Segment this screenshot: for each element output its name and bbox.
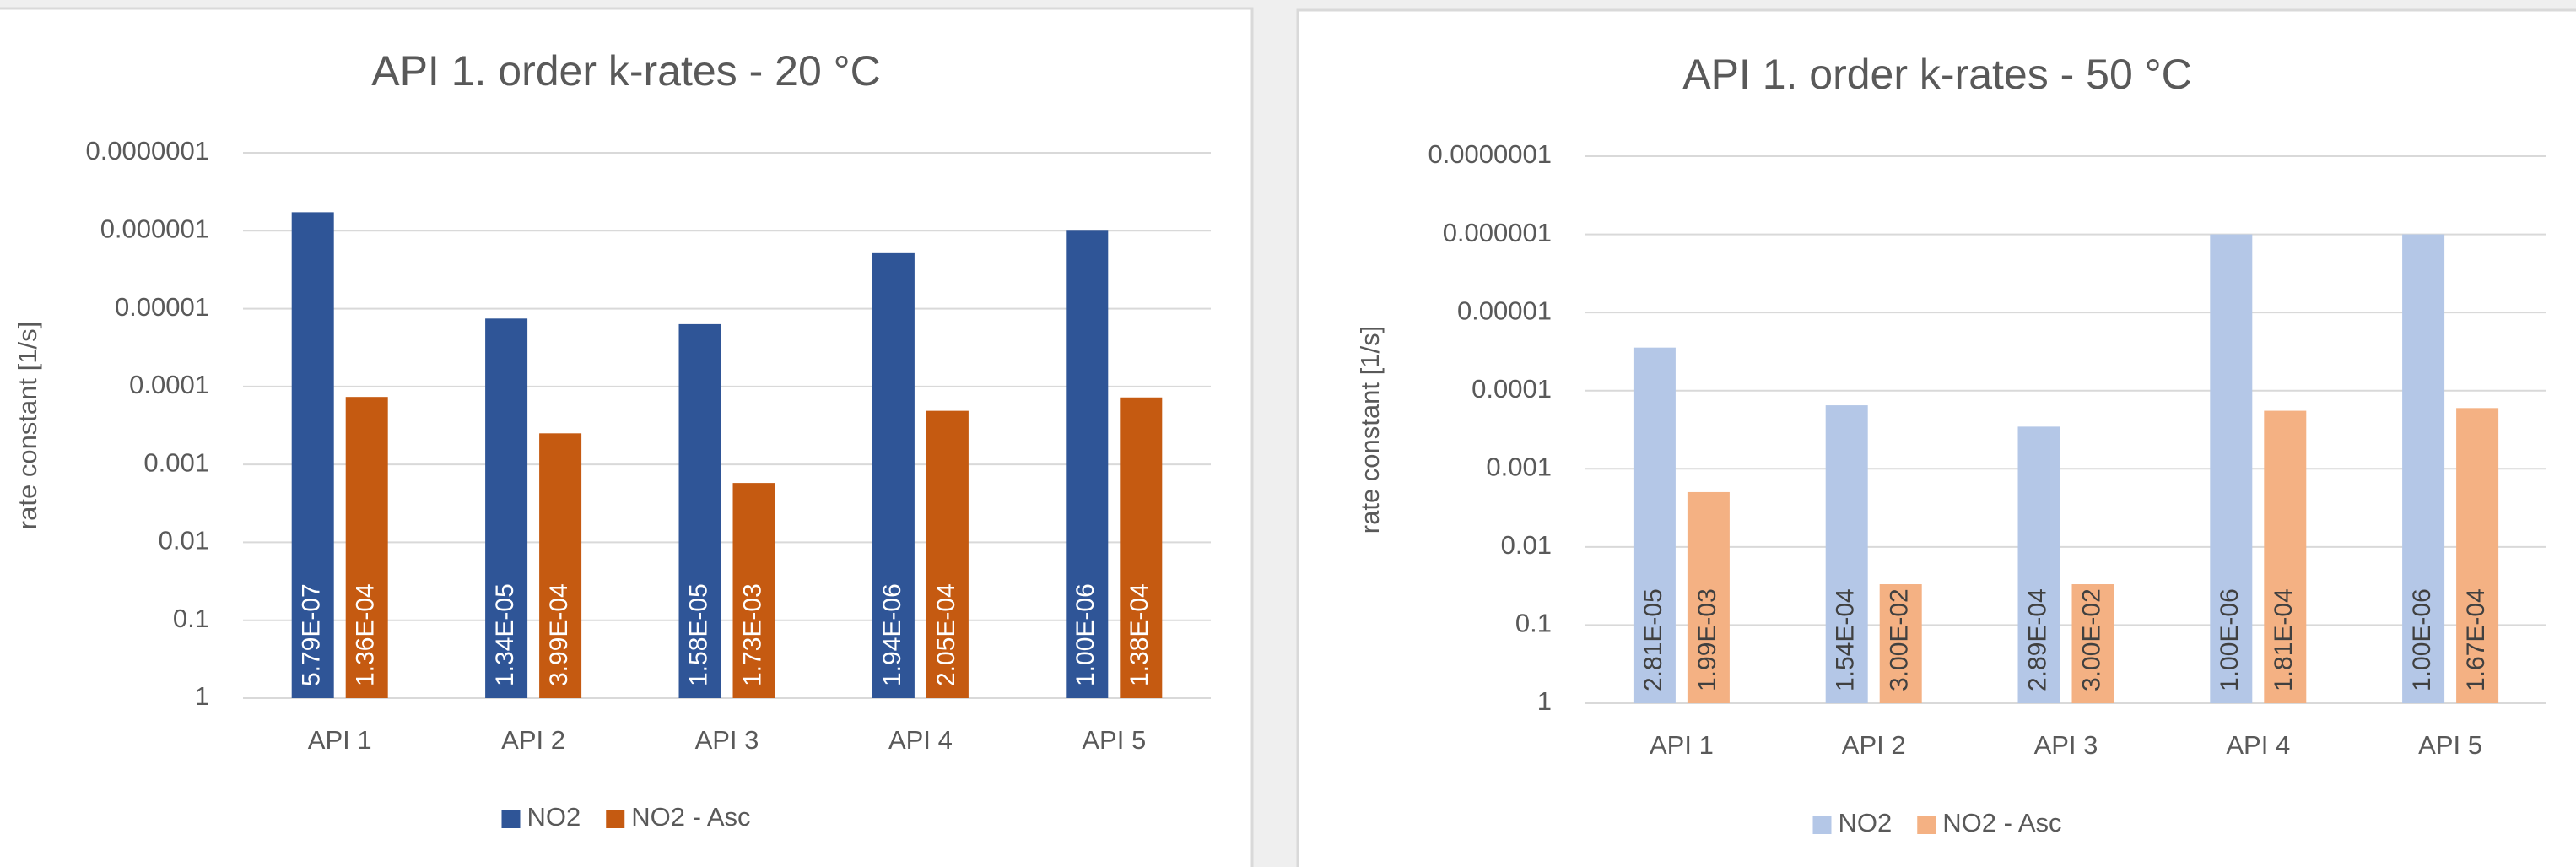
- legend-swatch: [1917, 816, 1936, 834]
- x-tick-label: API 1: [308, 725, 372, 755]
- y-tick-label: 0.0001: [129, 370, 209, 399]
- data-label: 2.81E-05: [1639, 588, 1667, 691]
- legend-label: NO2 - Asc: [631, 802, 750, 832]
- x-tick-label: API 4: [2226, 730, 2290, 760]
- bar: [1120, 397, 1163, 698]
- bar: [2456, 408, 2499, 703]
- bar: [1879, 584, 1922, 703]
- y-tick-label: 1: [1537, 686, 1552, 716]
- chart-panel: [1296, 8, 2576, 867]
- data-label: 2.89E-04: [2023, 588, 2051, 691]
- bar: [1633, 347, 1676, 703]
- data-label: 3.00E-02: [1886, 588, 1914, 691]
- x-tick-label: API 4: [888, 725, 953, 755]
- data-label: 1.34E-05: [491, 583, 519, 686]
- bar: [1066, 230, 1109, 698]
- bar: [2264, 410, 2307, 703]
- y-tick-label: 1: [195, 681, 209, 711]
- bar: [2017, 426, 2060, 703]
- bar: [1687, 491, 1730, 703]
- data-label: 1.81E-04: [2270, 588, 2298, 691]
- y-tick-label: 0.01: [159, 526, 209, 555]
- x-tick-label: API 2: [1842, 730, 1906, 760]
- data-label: 1.00E-06: [2216, 588, 2244, 691]
- bar: [2210, 234, 2253, 704]
- bar: [485, 318, 528, 698]
- bar: [872, 252, 915, 698]
- data-label: 3.99E-04: [545, 583, 573, 686]
- x-tick-label: API 2: [501, 725, 565, 755]
- legend-swatch: [606, 810, 625, 828]
- y-tick-label: 0.1: [1515, 609, 1552, 638]
- y-tick-label: 0.001: [1486, 452, 1552, 481]
- y-tick-label: 0.0001: [1472, 374, 1552, 404]
- data-label: 1.00E-06: [2408, 588, 2436, 691]
- data-label: 3.00E-02: [2077, 588, 2105, 691]
- legend-label: NO2: [527, 802, 581, 832]
- x-tick-label: API 3: [695, 725, 759, 755]
- y-axis-title: rate constant [1/s]: [13, 322, 42, 529]
- data-label: 1.58E-05: [684, 583, 712, 686]
- y-axis-title: rate constant [1/s]: [1355, 326, 1385, 534]
- data-label: 1.38E-04: [1126, 583, 1153, 686]
- y-tick-label: 0.001: [143, 447, 209, 477]
- y-tick-label: 0.0000001: [1428, 139, 1552, 169]
- y-tick-label: 0.000001: [100, 214, 209, 243]
- bar: [678, 323, 721, 698]
- legend-swatch: [501, 810, 521, 828]
- y-tick-label: 0.00001: [1457, 295, 1552, 325]
- data-label: 1.00E-06: [1072, 583, 1099, 686]
- chart-title: API 1. order k-rates - 20 °C: [371, 47, 881, 95]
- data-label: 1.94E-06: [878, 583, 906, 686]
- data-label: 2.05E-04: [932, 583, 960, 686]
- bar: [1825, 405, 1868, 703]
- y-tick-label: 0.01: [1501, 530, 1552, 560]
- data-label: 1.67E-04: [2462, 588, 2490, 691]
- x-tick-label: API 3: [2034, 730, 2098, 760]
- bar: [345, 397, 388, 698]
- x-tick-label: API 5: [1082, 725, 1146, 755]
- chart-title: API 1. order k-rates - 50 °C: [1682, 51, 2192, 98]
- bar: [2402, 234, 2445, 704]
- y-tick-label: 0.0000001: [85, 136, 209, 165]
- bar: [926, 410, 969, 698]
- bar: [2071, 584, 2114, 703]
- bar: [732, 483, 775, 698]
- data-label: 1.73E-03: [738, 583, 766, 686]
- legend-swatch: [1812, 816, 1832, 834]
- x-tick-label: API 5: [2418, 730, 2482, 760]
- data-label: 1.36E-04: [352, 583, 380, 686]
- legend-label: NO2: [1838, 808, 1892, 837]
- data-label: 1.54E-04: [1832, 588, 1860, 691]
- data-label: 1.99E-03: [1693, 588, 1721, 691]
- data-label: 5.79E-07: [298, 583, 326, 686]
- y-tick-label: 0.1: [173, 604, 209, 633]
- x-tick-label: API 1: [1650, 730, 1714, 760]
- y-tick-label: 0.00001: [115, 292, 209, 322]
- bar: [539, 433, 582, 698]
- y-tick-label: 0.000001: [1443, 218, 1552, 247]
- legend-label: NO2 - Asc: [1942, 808, 2061, 837]
- chart-panel: [0, 7, 1254, 867]
- bar: [291, 212, 334, 698]
